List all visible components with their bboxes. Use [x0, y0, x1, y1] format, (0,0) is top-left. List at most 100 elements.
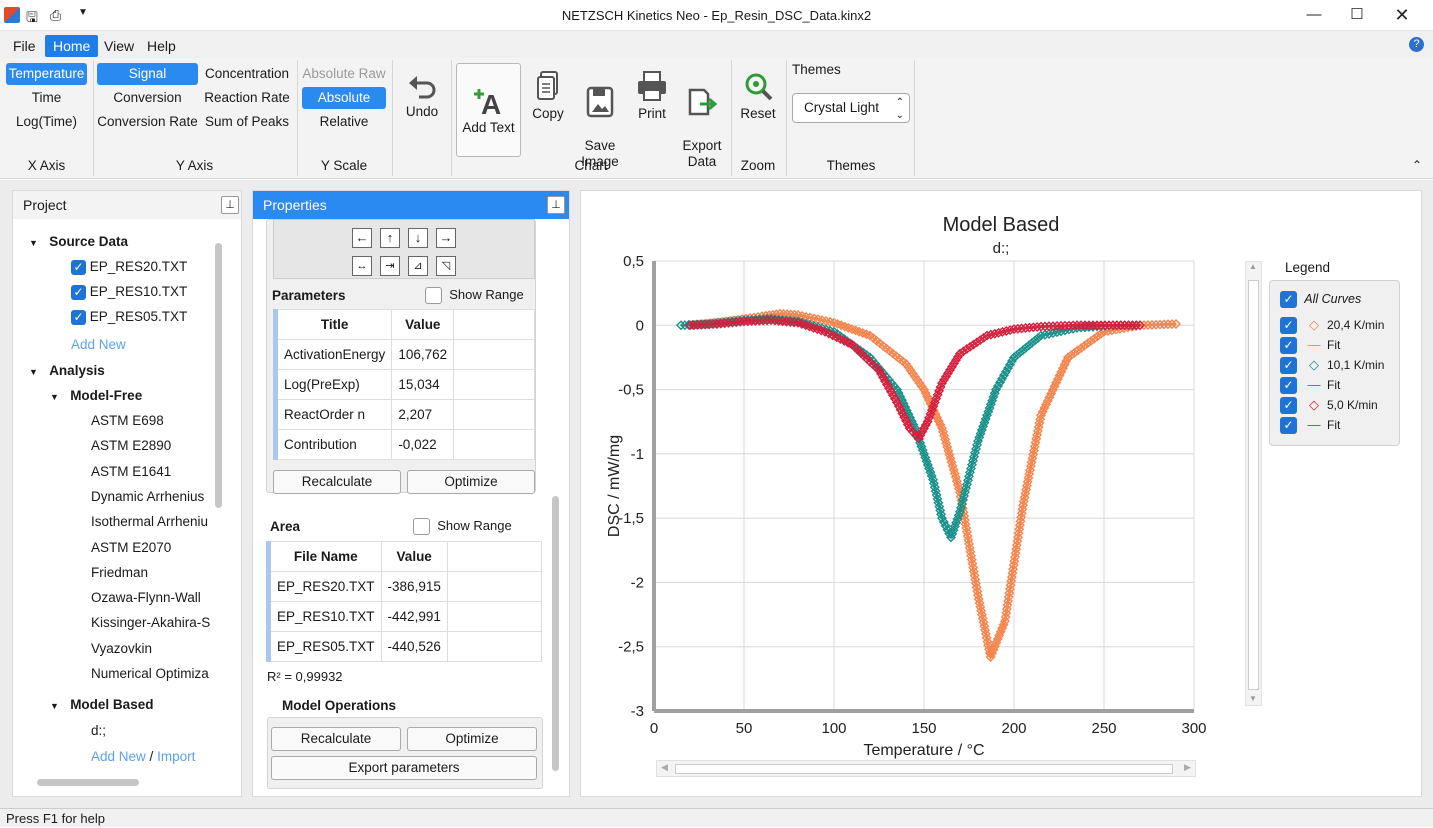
help-icon[interactable]: ? [1409, 37, 1424, 52]
quick-access-dropdown-icon[interactable]: ▼ [78, 7, 88, 18]
close-icon[interactable]: ✕ [1394, 5, 1410, 25]
method-item[interactable]: Vyazovkin [91, 640, 153, 656]
checkbox-checked-icon[interactable]: ✓ [1280, 377, 1297, 395]
checkbox-checked-icon[interactable]: ✓ [1280, 337, 1297, 355]
legend-series-item[interactable]: ✓ ◇ 5,0 K/min [1280, 397, 1378, 415]
project-vertical-scrollbar[interactable] [215, 243, 222, 508]
collapse-ribbon-icon[interactable]: ⌃ [1412, 158, 1423, 172]
model-item[interactable]: d:; [91, 723, 107, 738]
legend-fit-item[interactable]: ✓ — Fit [1280, 337, 1340, 355]
maximize-icon[interactable]: ☐ [1350, 6, 1364, 23]
dsc-chart[interactable]: 0 50 100 150 200 250 300 0,5 0 -0,5 -1 -1,5 -2 -2,5 -3… [581, 191, 1241, 761]
source-data-node[interactable]: ▼ Source Data [29, 234, 128, 249]
method-item[interactable]: Ozawa-Flynn-Wall [91, 590, 201, 606]
legend-scrollbar[interactable]: ▲ ▼ [1245, 261, 1262, 706]
xaxis-temperature[interactable]: Temperature [6, 63, 87, 85]
param-value[interactable]: 15,034 [391, 369, 455, 400]
method-item[interactable]: Dynamic Arrhenius [91, 488, 205, 504]
model-recalculate-button[interactable]: Recalculate [271, 727, 401, 751]
arrow-left-icon[interactable]: ← [352, 228, 372, 248]
chart-horizontal-scrollbar[interactable]: ◀ ▶ [656, 760, 1196, 777]
legend-series-item[interactable]: ✓ ◇ 10,1 K/min [1280, 357, 1384, 375]
model-free-node[interactable]: ▼ Model-Free [50, 388, 142, 403]
chart-scroll-thumb[interactable] [675, 764, 1173, 774]
checkbox-checked-icon[interactable]: ✓ [1280, 357, 1297, 375]
legend-fit-item[interactable]: ✓ — Fit [1280, 377, 1340, 395]
add-text-button[interactable]: A Add Text [456, 63, 521, 157]
table-row[interactable]: ActivationEnergy 106,762 [274, 339, 535, 370]
table-row[interactable]: EP_RES10.TXT -442,991 [268, 601, 543, 632]
menu-file[interactable]: File [13, 38, 36, 54]
legend-scroll-thumb[interactable] [1248, 280, 1259, 690]
xaxis-logtime[interactable]: Log(Time) [15, 114, 77, 129]
menu-home[interactable]: Home [45, 35, 99, 57]
model-optimize-button[interactable]: Optimize [407, 727, 537, 751]
method-item[interactable]: ASTM E2070 [91, 539, 172, 555]
checkbox-checked-icon[interactable]: ✓ [1280, 317, 1297, 335]
scroll-up-icon[interactable]: ▲ [1249, 262, 1257, 271]
param-value[interactable]: 2,207 [391, 399, 455, 430]
analysis-node[interactable]: ▼ Analysis [29, 363, 105, 378]
shrink-horizontal-icon[interactable]: ⇥ [380, 256, 400, 276]
method-item[interactable]: Numerical Optimiza [91, 666, 209, 681]
save-icon[interactable]: 🖫 [26, 9, 38, 25]
undo-button[interactable]: Undo [397, 74, 447, 120]
yaxis-conversion[interactable]: Conversion [113, 90, 182, 105]
checkbox-checked-icon[interactable]: ✓ [71, 309, 86, 325]
legend-all-curves[interactable]: ✓ All Curves [1280, 291, 1361, 309]
menu-help[interactable]: Help [147, 38, 176, 54]
export-parameters-button[interactable]: Export parameters [271, 756, 537, 780]
save-image-button[interactable]: Save Image [574, 70, 626, 170]
export-data-button[interactable]: Export Data [678, 70, 726, 170]
expand-horizontal-icon[interactable]: ↔ [352, 256, 372, 276]
file-item[interactable]: ✓ EP_RES05.TXT [71, 309, 187, 325]
pin-icon[interactable]: ⊥ [221, 196, 239, 214]
file-item[interactable]: ✓ EP_RES20.TXT [71, 259, 187, 275]
arrow-up-icon[interactable]: ↑ [380, 228, 400, 248]
table-row[interactable]: EP_RES05.TXT -440,526 [268, 631, 543, 662]
scroll-down-icon[interactable]: ▼ [1249, 694, 1257, 703]
table-row[interactable]: Contribution -0,022 [274, 429, 535, 460]
arrow-right-icon[interactable]: → [436, 228, 456, 248]
arrow-down-icon[interactable]: ↓ [408, 228, 428, 248]
yaxis-reaction-rate[interactable]: Reaction Rate [204, 90, 290, 105]
method-item[interactable]: ASTM E2890 [91, 438, 172, 454]
file-item[interactable]: ✓ EP_RES10.TXT [71, 284, 187, 300]
legend-fit-item[interactable]: ✓ — Fit [1280, 417, 1340, 435]
scroll-right-icon[interactable]: ▶ [1184, 762, 1191, 772]
yaxis-sum-of-peaks[interactable]: Sum of Peaks [204, 114, 290, 129]
model-based-node[interactable]: ▼ Model Based [50, 697, 153, 712]
checkbox-unchecked-icon[interactable] [413, 518, 430, 536]
add-new-model-link[interactable]: Add New [91, 749, 146, 764]
recalculate-button[interactable]: Recalculate [273, 470, 401, 494]
table-row[interactable]: ReactOrder n 2,207 [274, 399, 535, 430]
checkbox-checked-icon[interactable]: ✓ [1280, 397, 1297, 415]
yaxis-conversion-rate[interactable]: Conversion Rate [97, 114, 198, 129]
minimize-icon[interactable]: — [1306, 6, 1322, 23]
pin-icon[interactable]: ⊥ [547, 196, 565, 214]
checkbox-checked-icon[interactable]: ✓ [71, 259, 86, 275]
reset-zoom-button[interactable]: Reset [736, 70, 780, 122]
project-horizontal-scrollbar[interactable] [37, 779, 139, 786]
scale-up-icon[interactable]: ◹ [436, 256, 456, 276]
optimize-button[interactable]: Optimize [407, 470, 535, 494]
area-show-range-toggle[interactable]: Show Range [413, 518, 512, 536]
copy-button[interactable]: Copy [528, 70, 568, 122]
method-item[interactable]: ASTM E1641 [91, 463, 172, 479]
param-value[interactable]: 106,762 [391, 339, 455, 370]
yscale-relative[interactable]: Relative [319, 114, 369, 129]
add-new-source-link[interactable]: Add New [71, 337, 126, 352]
method-item[interactable]: Friedman [91, 564, 149, 580]
scale-down-icon[interactable]: ⊿ [408, 256, 428, 276]
yaxis-signal[interactable]: Signal [97, 63, 198, 85]
method-item[interactable]: ASTM E698 [91, 413, 164, 428]
method-item[interactable]: Kissinger-Akahira-S [91, 615, 211, 631]
table-row[interactable]: Log(PreExp) 15,034 [274, 369, 535, 400]
checkbox-unchecked-icon[interactable] [425, 287, 442, 305]
param-value[interactable]: -0,022 [391, 429, 455, 460]
table-row[interactable]: EP_RES20.TXT -386,915 [268, 571, 543, 602]
properties-scrollbar[interactable] [552, 496, 559, 771]
checkbox-checked-icon[interactable]: ✓ [1280, 417, 1297, 435]
yaxis-concentration[interactable]: Concentration [204, 66, 290, 81]
legend-series-item[interactable]: ✓ ◇ 20,4 K/min [1280, 317, 1384, 335]
